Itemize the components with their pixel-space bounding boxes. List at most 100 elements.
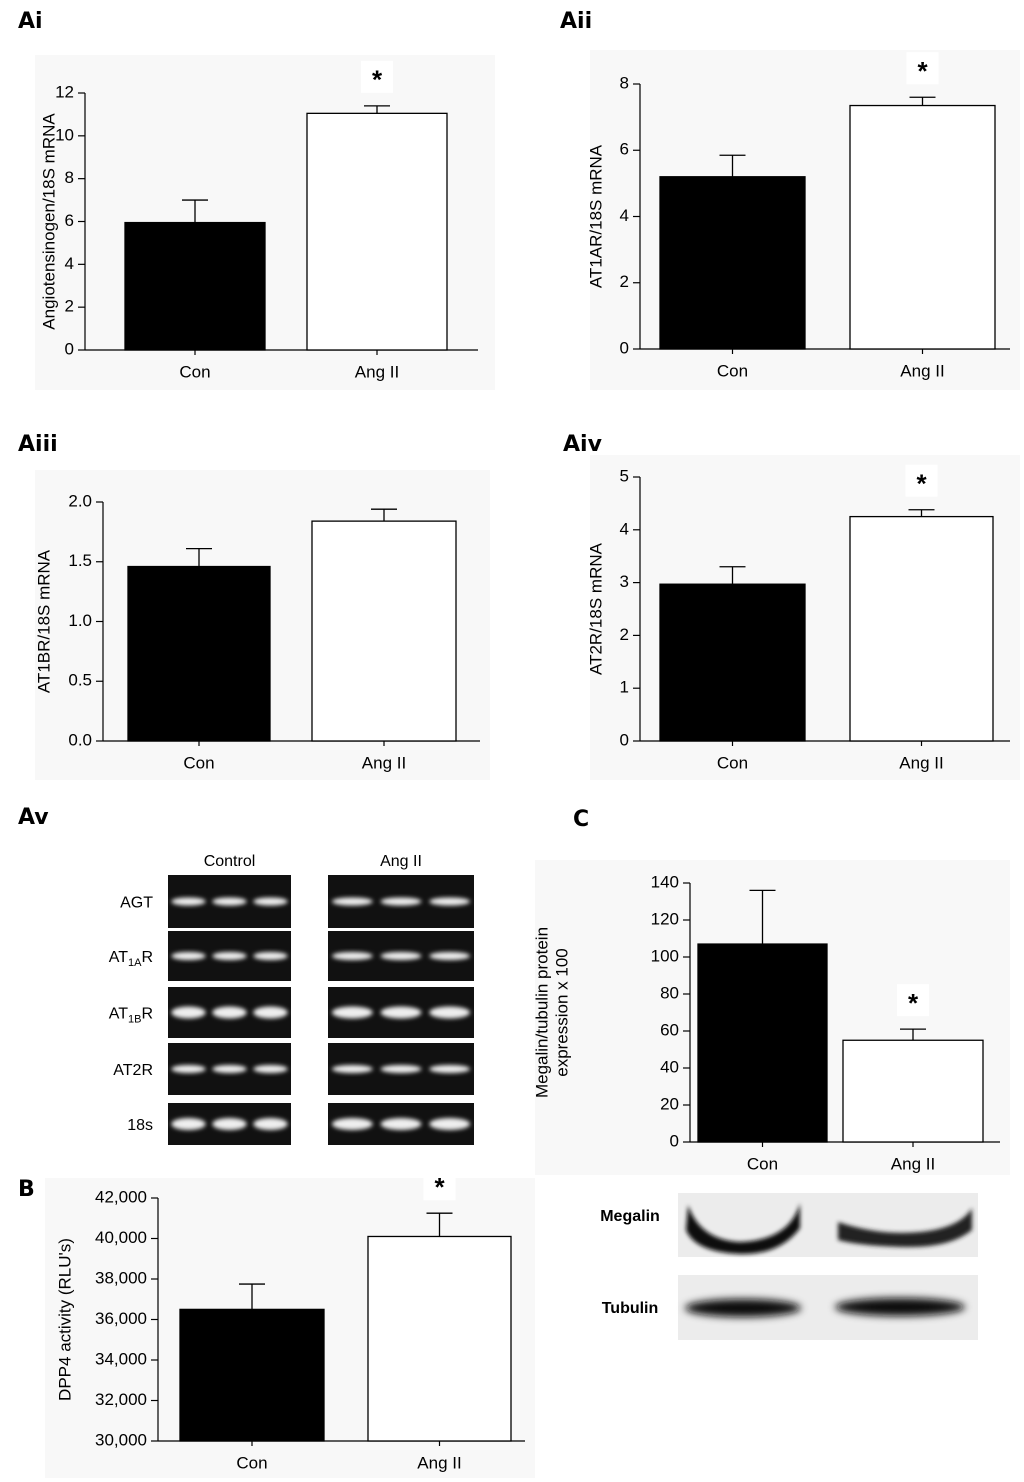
x-tick-label: Ang II xyxy=(899,753,943,772)
y-tick-label: 12 xyxy=(55,82,74,101)
gel-band xyxy=(331,897,373,906)
bar xyxy=(659,583,806,742)
significance-background xyxy=(905,464,938,497)
significance-marker: * xyxy=(917,56,928,86)
x-tick-label: Ang II xyxy=(900,361,944,380)
gel-band xyxy=(253,1118,288,1130)
gel-band xyxy=(253,1006,288,1019)
gel-band xyxy=(171,1065,206,1073)
y-axis-label: AT2R/18S mRNA xyxy=(586,542,605,675)
y-tick-label: 5 xyxy=(620,466,629,485)
gel-band xyxy=(212,1118,247,1130)
y-tick-label: 2 xyxy=(65,297,74,316)
x-tick-label: Con xyxy=(236,1453,267,1472)
gel-band xyxy=(253,1065,288,1073)
gel-band xyxy=(380,952,422,960)
gel-row-label-after: R xyxy=(141,1006,153,1023)
y-tick-label: 0 xyxy=(670,1131,679,1150)
chart: C Megalin/tubulin protein expression x 100… xyxy=(532,807,1010,1175)
y-tick-label: 0 xyxy=(620,338,629,357)
gel-row-label-text: AGT xyxy=(120,895,153,912)
gel-band xyxy=(171,1006,206,1019)
gel-row-label-sub: 1B xyxy=(128,1013,141,1025)
gel-group-label: Ang II xyxy=(380,853,422,870)
gel-row-label: AT1BR xyxy=(109,1006,153,1026)
y-axis-label: AT1AR/18S mRNA xyxy=(586,144,605,288)
y-tick-label: 8 xyxy=(65,168,74,187)
gel-row-label-text: AT2R xyxy=(113,1062,153,1079)
gel-row-label-text: AT xyxy=(109,1006,128,1023)
gel-band xyxy=(212,1006,247,1019)
y-tick-label: 20 xyxy=(660,1094,679,1113)
significance-background xyxy=(906,52,939,85)
significance-marker: * xyxy=(372,65,383,95)
y-tick-label: 100 xyxy=(651,946,679,965)
gel-row-label-text: 18s xyxy=(127,1117,153,1134)
gel-group-label: Control xyxy=(204,853,256,870)
x-tick-label: Con xyxy=(717,753,748,772)
gel-band xyxy=(212,952,247,960)
x-tick-label: Con xyxy=(717,361,748,380)
gel-band xyxy=(331,952,373,960)
gel-row-label-text: AT xyxy=(109,949,128,966)
y-tick-label: 3 xyxy=(620,572,629,591)
gel-band xyxy=(380,1006,422,1019)
gel-row-label-after: R xyxy=(141,949,153,966)
y-tick-label: 1.5 xyxy=(68,551,92,570)
y-tick-label: 30,000 xyxy=(95,1430,147,1449)
x-tick-label: Con xyxy=(183,753,214,772)
blot-band xyxy=(685,1299,801,1317)
bar xyxy=(849,104,996,350)
y-tick-label: 4 xyxy=(65,254,74,273)
bar xyxy=(697,943,828,1143)
gel-band xyxy=(331,1065,373,1073)
blot-band xyxy=(686,1203,800,1255)
bar xyxy=(311,520,457,742)
y-tick-label: 4 xyxy=(620,206,629,225)
gel-band xyxy=(331,1006,373,1019)
blot-band xyxy=(835,1298,965,1316)
y-tick-label: 32,000 xyxy=(95,1390,147,1409)
y-tick-label: 0.5 xyxy=(68,671,92,690)
significance-marker: * xyxy=(916,469,927,499)
y-axis-label: Megalin/tubulin protein xyxy=(532,927,551,1098)
chart: B DPP4 activity (RLU's) 30,000 32,000 34,000… xyxy=(18,1168,535,1478)
y-tick-label: 0 xyxy=(620,730,629,749)
blot-label: Tubulin xyxy=(602,1300,659,1317)
gel-row-label-sub: 1A xyxy=(128,957,142,969)
y-tick-label: 8 xyxy=(620,73,629,92)
bar xyxy=(849,515,994,742)
panel-label: Aii xyxy=(560,9,592,34)
y-tick-label: 34,000 xyxy=(95,1349,147,1368)
panel-label: Ai xyxy=(18,9,43,34)
y-tick-label: 1.0 xyxy=(68,611,92,630)
x-tick-label: Con xyxy=(179,362,210,381)
y-tick-label: 80 xyxy=(660,983,679,1002)
gel-band xyxy=(253,897,288,906)
bar xyxy=(367,1235,512,1442)
y-axis-label: AT1BR/18S mRNA xyxy=(34,549,53,693)
bar xyxy=(306,112,448,351)
x-tick-label: Ang II xyxy=(891,1154,935,1173)
gel-band xyxy=(380,897,422,906)
y-tick-label: 0.0 xyxy=(68,730,92,749)
gel-band xyxy=(380,1118,422,1130)
y-axis-label: DPP4 activity (RLU's) xyxy=(55,1238,74,1401)
y-tick-label: 2 xyxy=(620,625,629,644)
y-tick-label: 140 xyxy=(651,872,679,891)
bar xyxy=(659,176,806,350)
significance-marker: * xyxy=(434,1172,445,1202)
y-tick-label: 1 xyxy=(620,678,629,697)
gel-row-label: 18s xyxy=(127,1117,153,1134)
gel-row-label: AT2R xyxy=(113,1062,153,1079)
gel-band xyxy=(429,1065,471,1073)
chart: Aiv AT2R/18S mRNA 0 1 2 3 4 5 Con Ang II * xyxy=(563,432,1020,780)
chart: Aii AT1AR/18S mRNA 0 2 4 6 8 Con Ang II * xyxy=(560,9,1020,390)
bar xyxy=(842,1039,984,1143)
y-tick-label: 120 xyxy=(651,909,679,928)
blot-band xyxy=(838,1208,972,1248)
gel-row-label: AT1AR xyxy=(109,949,153,969)
gel-band xyxy=(429,1118,471,1130)
y-tick-label: 40,000 xyxy=(95,1228,147,1247)
x-tick-label: Con xyxy=(747,1154,778,1173)
